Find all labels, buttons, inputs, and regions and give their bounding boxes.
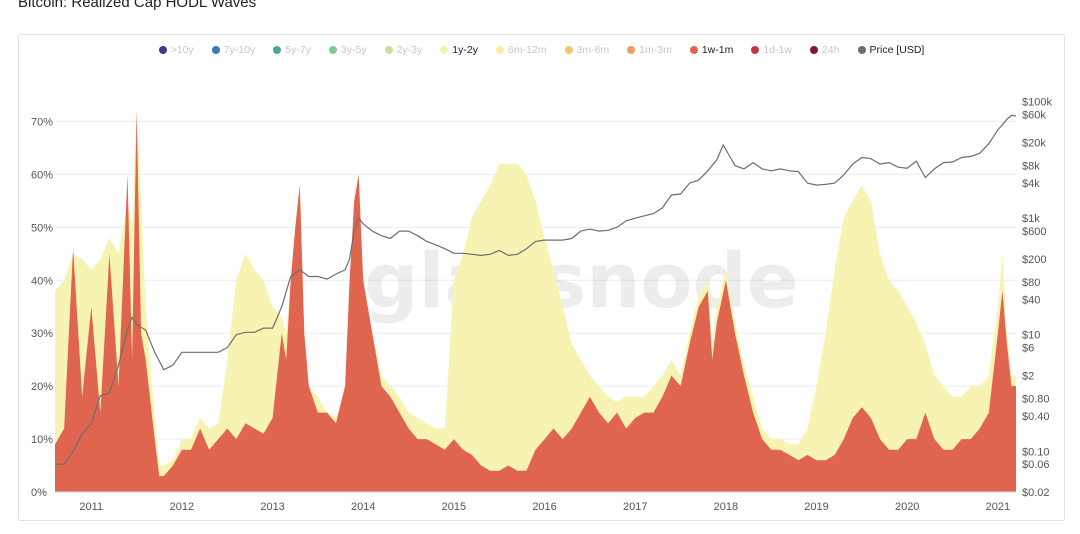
legend-item[interactable]: 1y-2y (440, 44, 478, 56)
legend-dot-icon (809, 46, 818, 54)
legend-label: >10y (170, 44, 194, 56)
legend-item[interactable]: 1m-3m (627, 44, 672, 56)
legend-label: 3m-6m (576, 44, 610, 56)
legend-dot-icon (564, 46, 573, 54)
y-right-tick-label: $40 (1022, 295, 1040, 307)
chart-legend: >10y 7y-10y 5y-7y 3y-5y 2y-3y 1y-2y 6m-12m 3m-6… (19, 44, 1064, 56)
y-right-tick-label: $0.80 (1022, 394, 1050, 406)
legend-item[interactable]: Price [USD] (857, 44, 925, 56)
legend-label: 3y-5y (340, 44, 367, 56)
x-tick-label: 2015 (442, 501, 466, 513)
legend-dot-icon (328, 46, 337, 54)
legend-label: 5y-7y (285, 44, 311, 56)
legend-dot-icon (627, 46, 636, 54)
y-right-tick-label: $0.06 (1022, 459, 1050, 471)
legend-label: 7y-10y (223, 44, 256, 56)
legend-dot-icon (440, 46, 449, 54)
y-right-tick-label: $0.02 (1022, 487, 1050, 499)
legend-item[interactable]: 7y-10y (211, 44, 256, 56)
legend-item[interactable]: 24h (809, 44, 840, 56)
y-right-tick-label: $20k (1022, 137, 1046, 149)
legend-dot-icon (689, 46, 698, 54)
legend-dot-icon (857, 46, 866, 54)
y-right-tick-label: $600 (1022, 226, 1046, 238)
legend-dot-icon (495, 46, 504, 54)
x-tick-label: 2014 (351, 501, 375, 513)
y-left-tick-label: 10% (31, 434, 53, 446)
y-right-tick-label: $4k (1022, 178, 1040, 190)
y-right-tick-label: $0.10 (1022, 446, 1050, 458)
legend-item[interactable]: >10y (158, 44, 194, 56)
watermark: glassnode (364, 236, 798, 325)
x-tick-label: 2019 (804, 501, 828, 513)
y-left-tick-label: 40% (31, 275, 53, 287)
legend-label: 6m-12m (507, 44, 547, 56)
x-tick-label: 2021 (986, 501, 1010, 513)
legend-dot-icon (273, 46, 282, 54)
legend-item[interactable]: 2y-3y (384, 44, 423, 56)
y-right-tick-label: $8k (1022, 161, 1040, 173)
area-series (55, 110, 1016, 493)
chart-card: >10y 7y-10y 5y-7y 3y-5y 2y-3y 1y-2y 6m-12m 3m-6… (18, 34, 1065, 521)
legend-label: 1d-1w (763, 44, 792, 56)
y-left-tick-label: 70% (31, 116, 53, 128)
y-right-tick-label: $80 (1022, 277, 1040, 289)
y-left-ticks: 0% 10% 20% 30% 40% 50% 60% 70% (31, 116, 53, 499)
legend-label: 1m-3m (639, 44, 672, 56)
y-right-tick-label: $200 (1022, 254, 1046, 266)
y-right-tick-label: $2 (1022, 370, 1034, 382)
y-left-tick-label: 0% (31, 487, 47, 499)
legend-label: 2y-3y (396, 44, 423, 56)
x-tick-label: 2016 (532, 501, 556, 513)
legend-label: 1w-1m (701, 44, 734, 56)
area-1w-1m (55, 110, 1016, 493)
legend-item[interactable]: 6m-12m (495, 44, 547, 56)
x-tick-label: 2020 (895, 501, 919, 513)
hodl-waves-chart: glassnode 2011 2012 2013 2014 2015 2016 2017 20… (31, 97, 1052, 513)
price-line (55, 114, 1017, 465)
y-right-tick-label: $0.40 (1022, 411, 1050, 423)
y-right-tick-label: $6 (1022, 343, 1034, 355)
x-tick-label: 2012 (170, 501, 194, 513)
x-tick-label: 2018 (714, 501, 738, 513)
legend-dot-icon (384, 46, 393, 54)
y-left-tick-label: 30% (31, 328, 53, 340)
y-left-tick-label: 60% (31, 169, 53, 181)
y-right-tick-label: $10 (1022, 330, 1040, 342)
legend-item[interactable]: 1d-1w (751, 44, 792, 56)
page-title: Bitcoin: Realized Cap HODL Waves (18, 0, 257, 11)
x-tick-label: 2017 (623, 501, 647, 513)
x-tick-label: 2011 (79, 501, 103, 513)
x-axis-ticks: 2011 2012 2013 2014 2015 2016 2017 2018 2019 2020… (55, 491, 1016, 513)
legend-item[interactable]: 3m-6m (564, 44, 610, 56)
legend-label: 24h (821, 44, 840, 56)
y-right-tick-label: $1k (1022, 213, 1040, 225)
legend-label: 1y-2y (452, 44, 478, 56)
y-right-ticks: $0.02 $0.06$0.10 $0.40 $0.80 $2 $6$10 $40 $80 $2… (1022, 97, 1052, 499)
legend-dot-icon (211, 46, 220, 54)
y-left-tick-label: 20% (31, 381, 53, 393)
legend-label: Price [USD] (869, 44, 925, 56)
x-tick-label: 2013 (260, 501, 284, 513)
legend-item[interactable]: 1w-1m (689, 44, 734, 56)
legend-item[interactable]: 5y-7y (273, 44, 311, 56)
price-series-line (55, 114, 1017, 465)
legend-item[interactable]: 3y-5y (328, 44, 367, 56)
legend-dot-icon (158, 46, 167, 54)
y-left-tick-label: 50% (31, 222, 53, 234)
y-right-tick-label: $100k (1022, 97, 1052, 109)
legend-dot-icon (751, 46, 760, 54)
y-right-tick-label: $60k (1022, 110, 1046, 122)
